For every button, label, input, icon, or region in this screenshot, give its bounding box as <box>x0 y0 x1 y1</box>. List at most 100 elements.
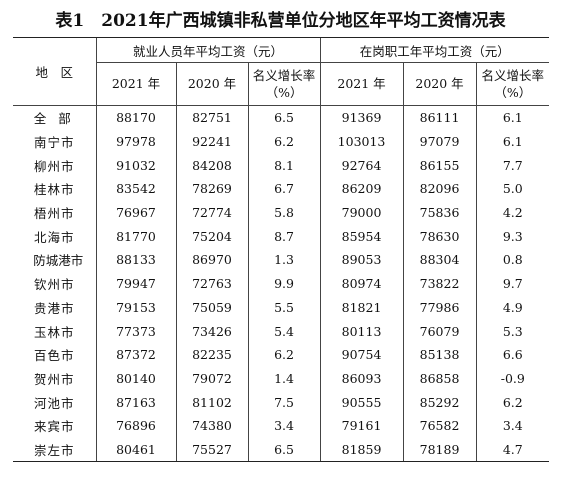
employee-2020-cell: 78269 <box>175 177 248 201</box>
employee-2021-cell: 88133 <box>95 248 176 272</box>
staff-2021-cell: 89053 <box>319 248 404 272</box>
employee-2020-cell: 75059 <box>175 295 248 320</box>
employee-2020-cell: 75204 <box>175 224 248 249</box>
employee-growth-cell: 6.5 <box>247 437 321 463</box>
employee-growth-header-line1: 名义增长率 <box>252 68 316 83</box>
staff-growth-cell: 4.9 <box>475 295 550 320</box>
staff-2020-cell: 86111 <box>402 105 477 130</box>
staff-wage-group-header: 在岗职工年平均工资（元） <box>319 37 550 63</box>
table-row: 钦州市 79947 72763 9.9 80974 73822 9.7 <box>13 271 550 296</box>
employee-2020-cell: 74380 <box>175 413 248 438</box>
employee-growth-cell: 5.5 <box>247 295 321 320</box>
wage-table: 地 区 就业人员年平均工资（元） 在岗职工年平均工资（元） 2021 年 202… <box>13 37 550 463</box>
table-row: 南宁市 97978 92241 6.2 103013 97079 6.1 <box>13 129 550 154</box>
region-cell: 玉林市 <box>33 324 75 340</box>
staff-2020-cell: 88304 <box>402 248 477 272</box>
table-row: 贵港市 79153 75059 5.5 81821 77986 4.9 <box>13 295 550 320</box>
table-row: 梧州市 76967 72774 5.8 79000 75836 4.2 <box>13 200 550 225</box>
employee-2020-cell: 82235 <box>175 342 248 367</box>
table-row: 柳州市 91032 84208 8.1 92764 86155 7.7 <box>13 153 550 178</box>
staff-growth-cell: 6.6 <box>475 342 550 367</box>
staff-growth-cell: 7.7 <box>475 153 550 178</box>
staff-2021-cell: 86209 <box>319 177 404 201</box>
employee-2021-cell: 87372 <box>95 342 176 367</box>
staff-2020-cell: 76079 <box>402 319 477 343</box>
staff-2021-cell: 90555 <box>319 390 404 414</box>
staff-growth-cell: 6.1 <box>475 129 550 154</box>
region-cell: 贵港市 <box>33 300 75 316</box>
employee-growth-header: 名义增长率 （%） <box>247 62 321 106</box>
staff-2020-cell: 97079 <box>402 129 477 154</box>
staff-2020-cell: 82096 <box>402 177 477 201</box>
region-cell: 崇左市 <box>13 437 96 463</box>
region-cell: 全 部 <box>33 111 75 127</box>
employee-2020-cell: 72763 <box>175 271 248 296</box>
region-cell: 北海市 <box>33 229 75 245</box>
staff-growth-cell: 5.3 <box>475 319 550 343</box>
staff-2021-cell: 80974 <box>319 271 404 296</box>
staff-growth-cell: 9.7 <box>475 271 550 296</box>
staff-2020-cell: 73822 <box>402 271 477 296</box>
staff-2021-cell: 103013 <box>319 129 404 154</box>
employee-2021-cell: 80140 <box>95 366 176 391</box>
employee-growth-cell: 6.2 <box>247 129 321 154</box>
employee-2020-cell: 73426 <box>175 319 248 343</box>
staff-growth-cell: 6.1 <box>475 105 550 130</box>
table-row: 北海市 81770 75204 8.7 85954 78630 9.3 <box>13 224 550 249</box>
table-row: 桂林市 83542 78269 6.7 86209 82096 5.0 <box>13 177 550 201</box>
employee-2020-cell: 72774 <box>175 200 248 225</box>
employee-2020-cell: 81102 <box>175 390 248 414</box>
staff-growth-header-line1: 名义增长率 <box>481 68 545 83</box>
region-cell: 百色市 <box>33 348 75 364</box>
employee-2020-header: 2020 年 <box>175 62 248 106</box>
employee-growth-cell: 1.3 <box>247 248 321 272</box>
employee-2021-cell: 91032 <box>95 153 176 178</box>
employee-2020-cell: 82751 <box>175 105 248 130</box>
staff-growth-cell: 4.2 <box>475 200 550 225</box>
table-row: 防城港市 88133 86970 1.3 89053 88304 0.8 <box>13 248 550 272</box>
employee-growth-cell: 9.9 <box>247 271 321 296</box>
employee-2020-cell: 86970 <box>175 248 248 272</box>
staff-2020-cell: 85138 <box>402 342 477 367</box>
employee-growth-cell: 3.4 <box>247 413 321 438</box>
employee-growth-cell: 7.5 <box>247 390 321 414</box>
employee-2021-cell: 81770 <box>95 224 176 249</box>
employee-2020-cell: 84208 <box>175 153 248 178</box>
staff-2020-cell: 78630 <box>402 224 477 249</box>
employee-2021-cell: 97978 <box>95 129 176 154</box>
table-title: 表1 2021年广西城镇非私营单位分地区年平均工资情况表 <box>55 11 506 31</box>
employee-2021-cell: 87163 <box>95 390 176 414</box>
staff-2021-cell: 85954 <box>319 224 404 249</box>
staff-2020-cell: 77986 <box>402 295 477 320</box>
region-cell: 防城港市 <box>33 253 84 269</box>
staff-2020-cell: 78189 <box>402 437 477 463</box>
staff-growth-cell: 3.4 <box>475 413 550 438</box>
staff-growth-cell: 6.2 <box>475 390 550 414</box>
employee-growth-header-line2: （%） <box>265 85 303 100</box>
employee-growth-cell: 5.4 <box>247 319 321 343</box>
employee-2021-cell: 79153 <box>95 295 176 320</box>
staff-growth-header-line2: （%） <box>494 85 532 100</box>
staff-2020-cell: 86155 <box>402 153 477 178</box>
employee-growth-cell: 5.8 <box>247 200 321 225</box>
staff-2021-cell: 90754 <box>319 342 404 367</box>
table-row: 来宾市 76896 74380 3.4 79161 76582 3.4 <box>13 413 550 438</box>
staff-growth-cell: 0.8 <box>475 248 550 272</box>
employee-2021-cell: 76896 <box>95 413 176 438</box>
employee-2020-cell: 75527 <box>175 437 248 463</box>
table-row: 贺州市 80140 79072 1.4 86093 86858 -0.9 <box>13 366 550 391</box>
employee-wage-group-header: 就业人员年平均工资（元） <box>95 37 321 63</box>
staff-2021-header: 2021 年 <box>319 62 404 106</box>
staff-2020-cell: 76582 <box>402 413 477 438</box>
region-cell: 南宁市 <box>33 135 75 151</box>
staff-2020-cell: 86858 <box>402 366 477 391</box>
table-row-total: 全 部 88170 82751 6.5 91369 86111 6.1 <box>13 105 550 130</box>
staff-2021-cell: 79000 <box>319 200 404 225</box>
employee-growth-cell: 8.7 <box>247 224 321 249</box>
staff-2021-cell: 79161 <box>319 413 404 438</box>
region-cell: 梧州市 <box>33 206 75 222</box>
region-header: 地 区 <box>13 37 96 106</box>
region-cell: 钦州市 <box>33 277 75 293</box>
employee-2021-cell: 79947 <box>95 271 176 296</box>
employee-growth-cell: 6.7 <box>247 177 321 201</box>
